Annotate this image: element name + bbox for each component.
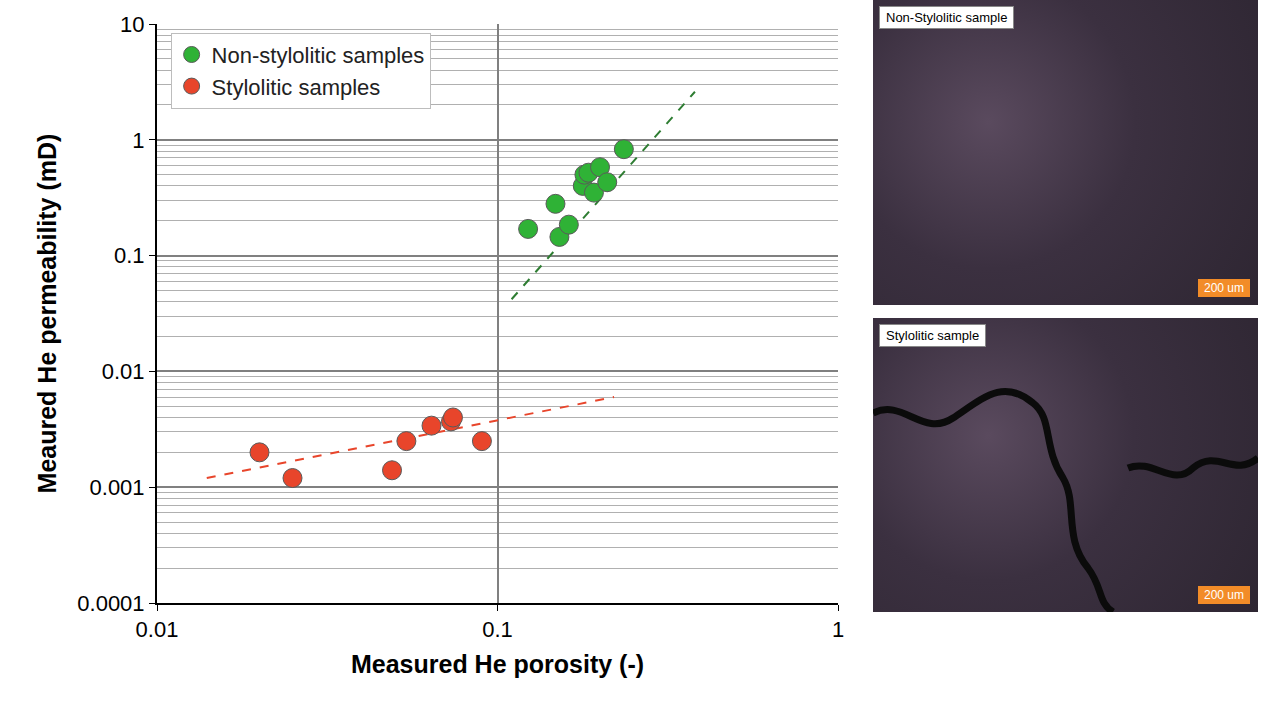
html-text:200 um: 200 um <box>1204 281 1244 295</box>
html-text:Non-Stylolitic sample: Non-Stylolitic sample <box>886 10 1008 25</box>
svg-text:1: 1 <box>832 617 844 642</box>
svg-text:Non-stylolitic samples: Non-stylolitic samples <box>212 43 425 68</box>
svg-text:0.01: 0.01 <box>102 359 145 384</box>
svg-text:Meaured He permeability (mD): Meaured He permeability (mD) <box>33 134 61 494</box>
svg-text:0.1: 0.1 <box>114 243 145 268</box>
svg-text:0.1: 0.1 <box>482 617 513 642</box>
svg-text:Stylolitic samples: Stylolitic samples <box>212 75 381 100</box>
html-text:200 um: 200 um <box>1204 588 1244 602</box>
svg-text:10: 10 <box>120 12 144 37</box>
svg-text:0.01: 0.01 <box>136 617 179 642</box>
svg-text:0.0001: 0.0001 <box>77 591 144 616</box>
svg-text:Measured He porosity (-): Measured He porosity (-) <box>351 650 644 678</box>
svg-text:0.001: 0.001 <box>90 475 145 500</box>
html-text:Stylolitic sample: Stylolitic sample <box>886 328 980 343</box>
svg-text:1: 1 <box>132 128 144 153</box>
